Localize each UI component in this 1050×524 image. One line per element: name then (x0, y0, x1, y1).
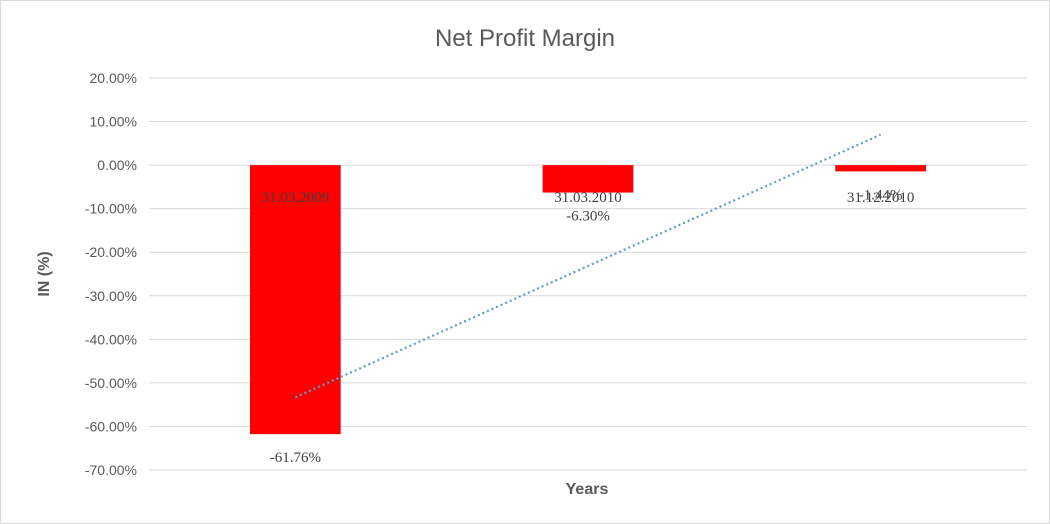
y-tick-label: -60.00% (85, 418, 137, 434)
y-tick-label: -20.00% (85, 244, 137, 260)
y-tick-label: -70.00% (85, 462, 137, 478)
category-labels: 31.03.2009 31.03.2010 31.12.2010 (262, 190, 915, 206)
y-tick-label: -30.00% (85, 288, 137, 304)
y-tick-label: -50.00% (85, 375, 137, 391)
trendline-layer (294, 133, 882, 399)
x-axis-title: Years (566, 481, 609, 498)
data-labels: -61.76% -6.30% -1.44% (270, 187, 903, 466)
y-tick-label: 0.00% (97, 157, 137, 173)
bars (249, 165, 927, 435)
category-label: 31.03.2009 (262, 190, 330, 206)
y-tick-label: 20.00% (90, 70, 137, 86)
trendline (294, 133, 882, 399)
data-label: -6.30% (566, 209, 610, 225)
data-label: -1.44% (859, 187, 903, 203)
y-axis-ticks: 20.00% 10.00% 0.00% -10.00% -20.00% -30.00% -4… (85, 70, 137, 478)
bar (542, 165, 634, 193)
y-tick-label: -40.00% (85, 331, 137, 347)
bar (249, 165, 341, 435)
data-label: -61.76% (270, 450, 321, 466)
y-tick-label: 10.00% (90, 114, 137, 130)
category-label: 31.03.2010 (554, 190, 622, 206)
bar (835, 165, 927, 172)
chart-title: Net Profit Margin (435, 25, 615, 52)
category-label: 31.12.2010 (847, 190, 915, 206)
y-tick-label: -10.00% (85, 201, 137, 217)
y-axis-title: IN (%) (36, 251, 53, 296)
